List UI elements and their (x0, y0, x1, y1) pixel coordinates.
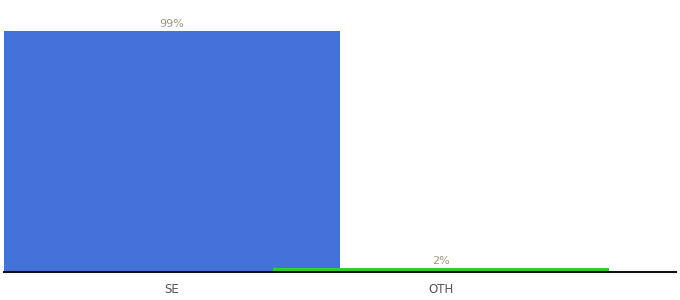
Bar (273, 268, 609, 272)
Text: 2%: 2% (432, 256, 449, 266)
Text: 99%: 99% (160, 19, 184, 29)
Bar (4, 31, 340, 272)
